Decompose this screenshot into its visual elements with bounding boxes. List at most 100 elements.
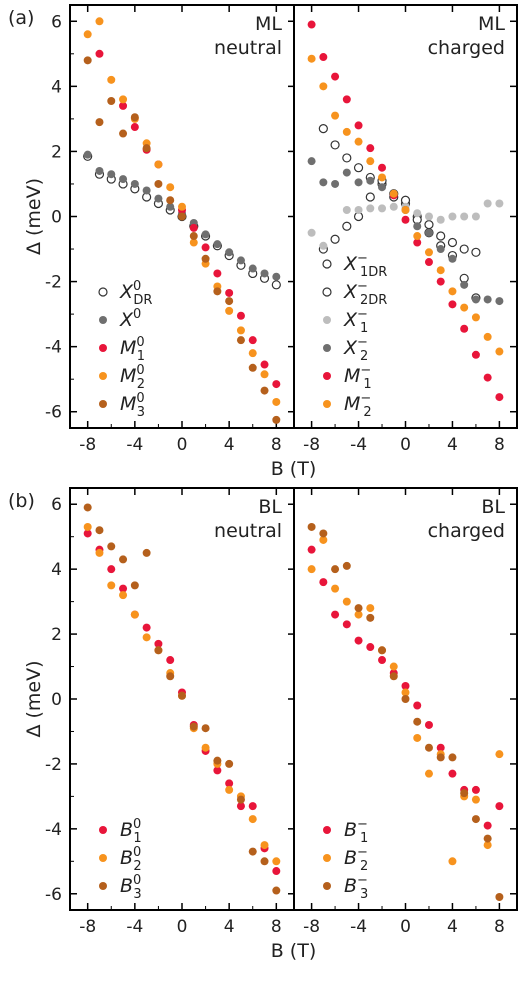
- data-point-b-1: [424, 720, 433, 729]
- data-point-m02: [272, 397, 281, 406]
- legend-label: X− 1: [343, 307, 368, 336]
- data-point-m-2: [460, 303, 469, 312]
- legend-subscript: 1: [137, 349, 145, 364]
- x-tick-label: 4: [224, 917, 235, 937]
- legend-subscript: 3: [133, 887, 141, 902]
- data-point-m-2: [378, 173, 387, 182]
- legend-marker: [322, 259, 332, 269]
- data-point-b01: [248, 802, 257, 811]
- data-point-b-1: [483, 821, 492, 830]
- data-point-x-2: [495, 297, 504, 306]
- data-point-x0: [236, 256, 245, 265]
- data-point-x-1: [319, 241, 328, 250]
- data-point-m-2: [331, 111, 340, 120]
- data-point-b02: [142, 633, 151, 642]
- data-point-b-1: [436, 743, 445, 752]
- subplot-annotation: neutral: [214, 520, 282, 542]
- data-point-x-2: [424, 228, 433, 237]
- legend-symbol: M: [120, 393, 136, 415]
- data-point-b-3: [448, 753, 457, 762]
- data-point-b-3: [389, 672, 398, 681]
- data-point-b03: [201, 724, 210, 733]
- data-point-m01: [272, 380, 281, 389]
- data-point-m-2: [389, 189, 398, 198]
- legend-marker: [323, 882, 331, 890]
- legend-subscript: 2: [360, 349, 368, 364]
- y-tick-label: -4: [45, 338, 62, 358]
- data-point-b-2: [413, 733, 422, 742]
- x-tick-label: -4: [350, 917, 367, 937]
- data-point-b-2: [307, 565, 316, 574]
- x-tick-label: 4: [447, 435, 458, 455]
- legend-subscript: 2: [360, 859, 368, 874]
- data-point-m03: [189, 232, 198, 241]
- legend-superscript: −: [360, 391, 371, 406]
- data-point-x-1dr: [447, 237, 458, 248]
- data-point-b-3: [319, 529, 328, 538]
- data-point-b03: [213, 756, 222, 765]
- data-point-b03: [130, 581, 139, 590]
- data-point-m02: [248, 349, 257, 358]
- subplot-annotation: ML: [255, 13, 282, 35]
- data-point-b03: [95, 526, 104, 535]
- data-point-b-3: [354, 604, 363, 613]
- data-point-b-1: [378, 656, 387, 665]
- x-tick-label: 0: [177, 435, 188, 455]
- x-tick-label: 4: [224, 435, 235, 455]
- legend-label: M− 1: [344, 363, 372, 392]
- data-point-b-3: [342, 561, 351, 570]
- legend-label: X0: [119, 307, 141, 331]
- data-point-x-2: [378, 183, 387, 192]
- x-axis-label: B (T): [271, 940, 317, 962]
- legend-label: B− 1: [344, 817, 368, 846]
- data-point-m03: [213, 287, 222, 296]
- data-point-x-2: [331, 179, 340, 188]
- legend-marker: [99, 882, 107, 890]
- data-point-x-2: [436, 245, 445, 254]
- data-point-b-2: [401, 688, 410, 697]
- data-point-m03: [236, 336, 245, 345]
- data-point-b02: [225, 785, 234, 794]
- data-point-b-1: [495, 802, 504, 811]
- data-point-x0: [95, 166, 104, 175]
- legend-subscript: 3: [137, 405, 145, 420]
- data-point-b03: [260, 857, 269, 866]
- x-tick-label: 0: [400, 917, 411, 937]
- data-point-x0: [154, 194, 163, 203]
- y-tick-label: 6: [51, 495, 62, 515]
- panel-tag: (b): [8, 490, 35, 512]
- data-point-b-3: [424, 743, 433, 752]
- data-point-b-2: [331, 584, 340, 593]
- data-point-b03: [225, 759, 234, 768]
- legend-superscript: 0: [133, 307, 141, 322]
- legend-label: B− 2: [344, 845, 368, 874]
- legend-subscript: 1DR: [360, 265, 387, 280]
- x-tick-label: -4: [350, 435, 367, 455]
- subplot-annotation: BL: [258, 496, 282, 518]
- legend-symbol: X: [119, 281, 134, 303]
- legend-label: B0 2: [120, 845, 142, 874]
- data-point-b02: [272, 857, 281, 866]
- data-point-b-2: [354, 610, 363, 619]
- data-point-b-3: [495, 893, 504, 902]
- y-tick-label: -6: [45, 885, 62, 905]
- data-point-x0: [130, 179, 139, 188]
- data-point-m02: [236, 326, 245, 335]
- data-point-m02: [119, 95, 128, 104]
- data-point-b01: [107, 565, 116, 574]
- data-point-b02: [201, 743, 210, 752]
- legend-marker: [99, 344, 107, 352]
- data-point-m01: [95, 49, 104, 58]
- subplot-annotation: charged: [428, 37, 505, 59]
- data-point-b03: [83, 503, 92, 512]
- data-point-b-2: [495, 750, 504, 759]
- data-point-m02: [95, 17, 104, 26]
- legend-superscript: −: [360, 363, 371, 378]
- data-point-m-2: [413, 232, 422, 241]
- data-point-m01: [119, 101, 128, 110]
- legend-superscript: 0: [136, 335, 144, 350]
- data-point-x-2: [354, 178, 363, 187]
- y-tick-label: 2: [51, 625, 62, 645]
- data-point-b03: [189, 722, 198, 731]
- y-tick-label: -4: [45, 820, 62, 840]
